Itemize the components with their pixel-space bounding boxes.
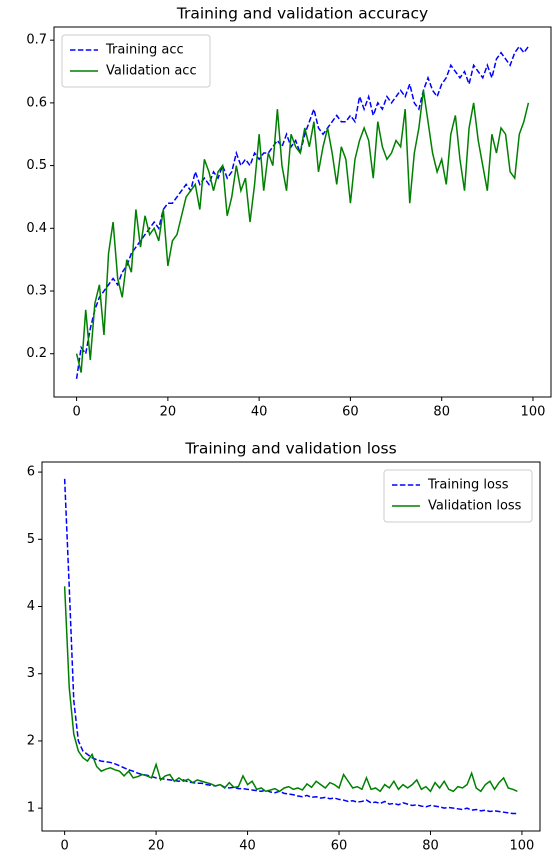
legend-label: Validation loss (428, 499, 522, 514)
y-tick-label: 0.3 (26, 284, 47, 299)
legend-box (383, 469, 533, 523)
x-tick-label: 100 (521, 405, 546, 420)
chart-title: Training and validation accuracy (176, 5, 428, 23)
x-tick-label: 20 (160, 405, 177, 420)
y-tick-label: 5 (27, 532, 35, 547)
y-tick-label: 4 (27, 599, 35, 614)
x-tick-label: 0 (60, 839, 68, 854)
y-tick-label: 3 (27, 666, 35, 681)
legend-label: Validation acc (106, 64, 197, 79)
legend-label: Training loss (427, 478, 509, 493)
legend-label: Training acc (105, 43, 184, 58)
y-tick-label: 6 (27, 465, 35, 480)
x-tick-label: 100 (510, 839, 535, 854)
data-line (63, 586, 518, 793)
x-tick-label: 40 (251, 405, 268, 420)
y-tick-label: 0.5 (26, 158, 47, 173)
y-tick-label: 0.6 (26, 95, 47, 110)
x-tick-label: 60 (342, 405, 359, 420)
x-tick-label: 80 (433, 405, 450, 420)
data-line (63, 478, 518, 815)
axes-frame (41, 461, 541, 832)
chart-title: Training and validation loss (184, 440, 396, 458)
x-tick-label: 0 (72, 405, 80, 420)
y-tick-label: 1 (27, 801, 35, 816)
y-tick-label: 0.4 (26, 221, 47, 236)
axes-frame (53, 26, 552, 398)
y-tick-label: 0.2 (26, 346, 47, 361)
data-line (75, 90, 530, 373)
x-tick-label: 20 (148, 839, 165, 854)
y-tick-label: 0.7 (26, 33, 47, 48)
y-tick-label: 2 (27, 733, 35, 748)
data-line (75, 45, 530, 379)
x-tick-label: 40 (239, 839, 256, 854)
x-tick-label: 80 (422, 839, 439, 854)
legend-box (61, 34, 211, 88)
x-tick-label: 60 (331, 839, 348, 854)
